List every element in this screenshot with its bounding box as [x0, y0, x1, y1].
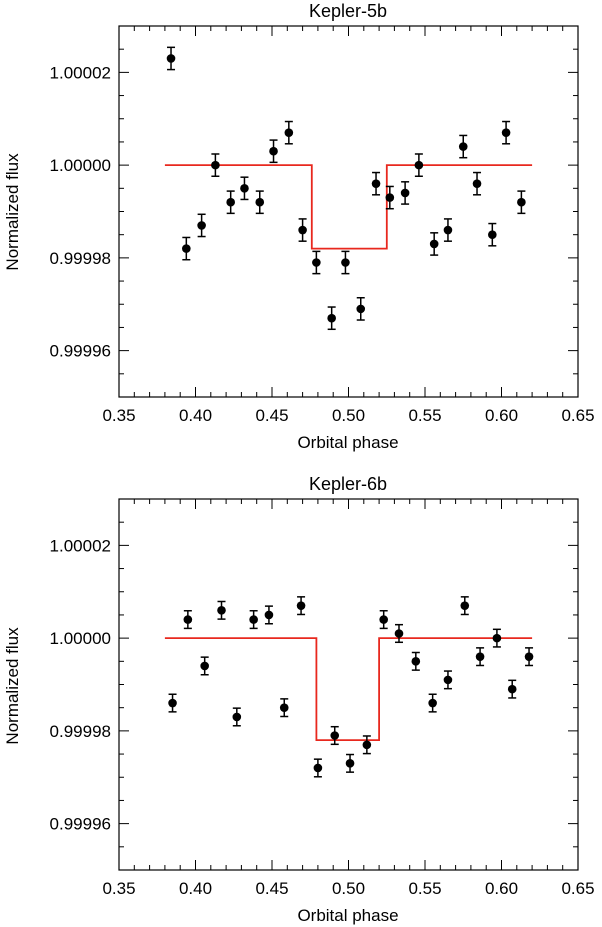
data-point [458, 142, 468, 151]
data-point [460, 601, 470, 610]
x-tick-label: 0.35 [102, 406, 135, 425]
chart-panel-kepler-5b: Kepler-5b Orbital phase Normalized flux … [3, 1, 595, 452]
data-point [168, 698, 177, 708]
x-axis-label: Orbital phase [297, 433, 398, 452]
data-point [240, 184, 249, 193]
x-tick-label: 0.65 [561, 879, 594, 898]
model-line [164, 637, 533, 741]
data-point [269, 146, 278, 156]
data-point [517, 197, 526, 207]
plot-frame [118, 498, 579, 871]
data-point [414, 160, 424, 170]
data-point [507, 684, 517, 694]
data-point [371, 179, 381, 188]
data-point [385, 193, 395, 202]
data-point [524, 652, 534, 661]
data-point [400, 188, 410, 198]
x-axis-label: Orbital phase [297, 906, 398, 925]
data-point [255, 197, 265, 207]
data-point [443, 675, 453, 685]
y-tick-label: 1.00000 [50, 156, 111, 175]
data-point [488, 230, 497, 239]
data-point [341, 258, 350, 267]
x-tick-label: 0.35 [102, 879, 135, 898]
data-point [211, 160, 220, 170]
x-tick-label: 0.60 [485, 879, 518, 898]
data-point [379, 615, 388, 624]
data-point [312, 258, 321, 267]
data-point [284, 128, 294, 137]
data-point [226, 197, 235, 207]
x-tick-label: 0.40 [179, 406, 212, 425]
x-tick-label: 0.50 [332, 879, 365, 898]
data-point [200, 661, 209, 671]
y-tick-label: 0.99996 [50, 815, 111, 834]
data-point [492, 633, 502, 643]
data-point [298, 225, 307, 235]
y-tick-label: 1.00000 [50, 629, 111, 648]
data-point [345, 759, 355, 768]
data-point [411, 657, 421, 666]
y-axis-label: Normalized flux [3, 627, 22, 745]
data-point [443, 225, 453, 235]
y-tick-label: 0.99998 [50, 722, 111, 741]
data-point [428, 698, 437, 708]
data-point [472, 179, 482, 188]
x-tick-label: 0.50 [332, 406, 365, 425]
data-point [279, 703, 289, 712]
data-point [166, 54, 176, 63]
data-point [429, 239, 439, 249]
x-tick-label: 0.45 [255, 879, 288, 898]
x-tick-label: 0.40 [179, 879, 212, 898]
data-point [249, 615, 258, 624]
data-point [394, 629, 404, 638]
data-point [330, 731, 340, 740]
data-point [475, 652, 485, 661]
data-point [183, 615, 193, 624]
chart-title: Kepler-6b [309, 474, 387, 494]
plot-frame [118, 25, 579, 398]
data-point [327, 313, 336, 323]
x-tick-label: 0.55 [408, 879, 441, 898]
y-tick-label: 1.00002 [50, 63, 111, 82]
x-tick-label: 0.65 [561, 406, 594, 425]
data-point [501, 128, 511, 137]
y-tick-label: 1.00002 [50, 536, 111, 555]
chart-panel-kepler-6b: Kepler-6b Orbital phase Normalized flux … [3, 474, 595, 925]
data-point [232, 712, 242, 722]
data-point [182, 244, 191, 253]
y-tick-label: 0.99996 [50, 342, 111, 361]
y-tick-label: 0.99998 [50, 249, 111, 268]
data-point [296, 601, 306, 610]
data-point [362, 740, 372, 750]
model-line [164, 164, 533, 250]
x-tick-label: 0.45 [255, 406, 288, 425]
x-tick-label: 0.55 [408, 406, 441, 425]
x-tick-label: 0.60 [485, 406, 518, 425]
data-point [313, 763, 323, 773]
y-axis-label: Normalized flux [3, 153, 22, 271]
data-point [264, 610, 274, 620]
data-point [356, 304, 366, 314]
chart-title: Kepler-5b [309, 1, 387, 21]
data-point [217, 606, 226, 615]
data-point [197, 221, 206, 230]
